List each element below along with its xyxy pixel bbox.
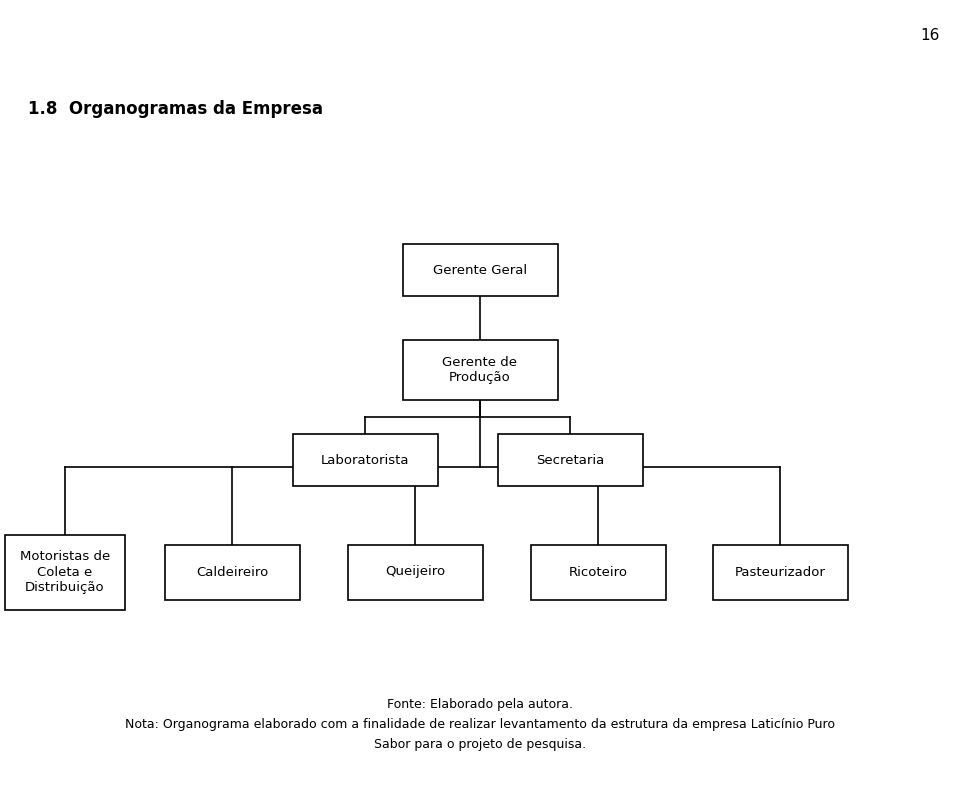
FancyBboxPatch shape: [164, 545, 300, 599]
Text: Motoristas de
Coleta e
Distribuição: Motoristas de Coleta e Distribuição: [20, 550, 110, 593]
Text: Pasteurizador: Pasteurizador: [734, 565, 826, 579]
Text: Sabor para o projeto de pesquisa.: Sabor para o projeto de pesquisa.: [374, 738, 586, 751]
Text: Gerente Geral: Gerente Geral: [433, 264, 527, 276]
Text: Laboratorista: Laboratorista: [321, 453, 409, 467]
FancyBboxPatch shape: [293, 434, 438, 486]
FancyBboxPatch shape: [531, 545, 665, 599]
Text: Ricoteiro: Ricoteiro: [568, 565, 628, 579]
FancyBboxPatch shape: [712, 545, 848, 599]
Text: Fonte: Elaborado pela autora.: Fonte: Elaborado pela autora.: [387, 698, 573, 711]
Text: Nota: Organograma elaborado com a finalidade de realizar levantamento da estrutu: Nota: Organograma elaborado com a finali…: [125, 718, 835, 731]
Text: Queijeiro: Queijeiro: [385, 565, 445, 579]
Text: 1.8  Organogramas da Empresa: 1.8 Organogramas da Empresa: [28, 100, 323, 118]
FancyBboxPatch shape: [5, 534, 125, 610]
FancyBboxPatch shape: [348, 545, 483, 599]
FancyBboxPatch shape: [497, 434, 642, 486]
Text: Secretaria: Secretaria: [536, 453, 604, 467]
Text: 16: 16: [921, 28, 940, 43]
FancyBboxPatch shape: [402, 244, 558, 296]
Text: Gerente de
Produção: Gerente de Produção: [443, 356, 517, 384]
FancyBboxPatch shape: [402, 340, 558, 400]
Text: Caldeireiro: Caldeireiro: [196, 565, 268, 579]
